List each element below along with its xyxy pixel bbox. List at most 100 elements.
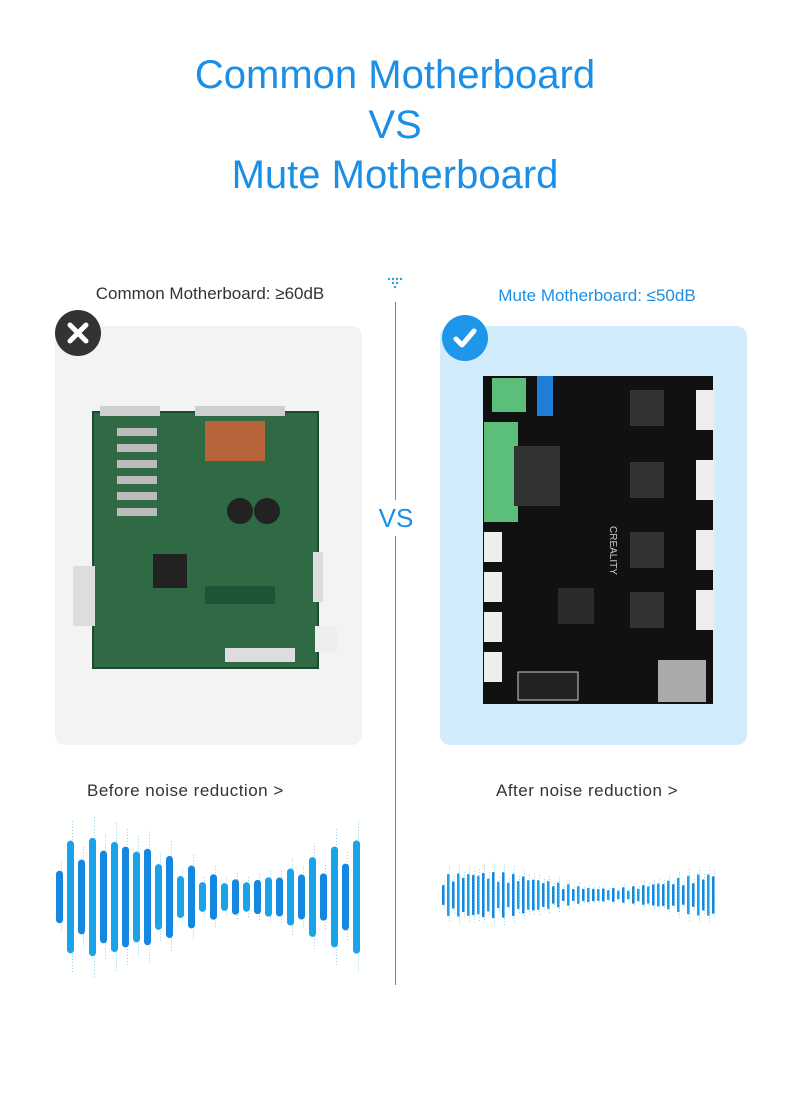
wave-bar <box>552 886 555 904</box>
divider-line <box>395 302 396 985</box>
wave-bar <box>452 881 455 909</box>
wave-bar <box>287 868 294 926</box>
title-line-2: VS <box>368 103 422 147</box>
wave-bar <box>502 872 505 918</box>
wave-bar <box>712 876 715 914</box>
wave-bar <box>111 841 118 953</box>
mute-motherboard-photo: CREALITY <box>483 376 714 704</box>
wave-bar <box>254 879 261 915</box>
wave-bar <box>677 877 680 913</box>
wave-bar <box>447 873 450 917</box>
wave-bar <box>632 886 635 904</box>
board-brand-text: CREALITY <box>607 526 618 575</box>
wave-bar <box>607 889 610 901</box>
wave-bar <box>647 886 650 904</box>
wave-bar <box>662 883 665 907</box>
wave-bar <box>622 887 625 903</box>
wave-bar <box>232 879 239 915</box>
check-icon <box>442 315 488 361</box>
wave-bar <box>122 846 129 948</box>
wave-bar <box>582 888 585 902</box>
after-caption: After noise reduction > <box>496 781 679 800</box>
wave-bar <box>537 880 540 910</box>
wave-bar <box>657 883 660 907</box>
wave-bar <box>692 883 695 907</box>
wave-bar <box>144 848 151 946</box>
wave-bar <box>477 875 480 915</box>
dots-icon <box>387 277 403 289</box>
wave-bar <box>617 890 620 900</box>
wave-bar <box>487 878 490 912</box>
mute-card: CREALITY <box>440 315 747 745</box>
wave-bar <box>100 850 107 944</box>
wave-bar <box>597 888 600 902</box>
wave-bar <box>557 882 560 908</box>
wave-bar <box>89 837 96 957</box>
before-caption: Before noise reduction > <box>87 781 284 800</box>
wave-bar <box>532 879 535 911</box>
wave-bar <box>210 874 217 920</box>
wave-bar <box>331 846 338 948</box>
wave-bar <box>78 859 85 935</box>
wave-bar <box>572 888 575 902</box>
wave-bar <box>276 877 283 917</box>
wave-bar <box>642 885 645 905</box>
wave-bar <box>492 871 495 919</box>
close-icon <box>55 310 101 356</box>
title-line-3: Mute Motherboard <box>231 153 559 197</box>
wave-bar <box>56 870 63 924</box>
wave-bar <box>442 884 445 906</box>
wave-bar <box>592 888 595 902</box>
wave-bar <box>547 880 550 910</box>
wave-bar <box>353 840 360 954</box>
wave-bar <box>67 840 74 954</box>
wave-bar <box>309 857 316 937</box>
wave-bar <box>221 883 228 911</box>
wave-bar <box>652 884 655 906</box>
wave-bar <box>527 880 530 910</box>
wave-bar <box>612 887 615 903</box>
wave-bar <box>637 888 640 902</box>
wave-bar <box>457 873 460 917</box>
wave-bar <box>682 885 685 905</box>
wave-bar <box>697 874 700 916</box>
wave-bar <box>587 887 590 903</box>
wave-bar <box>687 875 690 915</box>
title-line-1: Common Motherboard <box>194 53 596 97</box>
wave-bar <box>462 877 465 913</box>
wave-bar <box>667 880 670 910</box>
wave-bar <box>522 876 525 914</box>
wave-bar <box>562 888 565 902</box>
wave-bar <box>707 874 710 916</box>
wave-bar <box>602 888 605 902</box>
wave-bar <box>320 873 327 921</box>
common-card <box>55 310 362 745</box>
common-label: Common Motherboard: ≥60dB <box>95 284 325 303</box>
vs-label: VS <box>370 500 422 536</box>
wave-bar <box>467 873 470 917</box>
mute-label: Mute Motherboard: ≤50dB <box>498 286 696 305</box>
wave-bar <box>482 872 485 918</box>
wave-bar <box>497 881 500 909</box>
wave-bar <box>155 864 162 930</box>
wave-bar <box>577 885 580 905</box>
wave-bar <box>166 855 173 939</box>
wave-bar <box>517 880 520 910</box>
quiet-waveform <box>442 863 715 927</box>
wave-bar <box>472 874 475 916</box>
wave-bar <box>542 882 545 908</box>
common-motherboard-photo <box>73 406 337 669</box>
wave-bar <box>567 884 570 906</box>
wave-bar <box>133 851 140 943</box>
wave-bar <box>507 882 510 908</box>
wave-bar <box>627 890 630 900</box>
loud-waveform <box>56 817 360 977</box>
wave-bar <box>243 882 250 912</box>
wave-bar <box>188 865 195 929</box>
wave-bar <box>199 882 206 912</box>
wave-bar <box>512 873 515 917</box>
wave-bar <box>265 877 272 917</box>
wave-bar <box>298 874 305 920</box>
wave-bar <box>177 876 184 918</box>
wave-bar <box>672 884 675 906</box>
